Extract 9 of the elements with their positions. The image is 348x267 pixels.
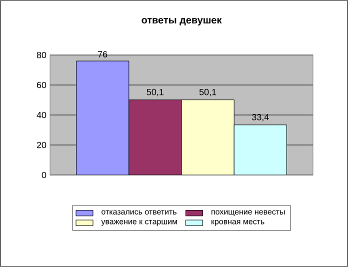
- y-tick-label: 0: [42, 172, 46, 178]
- data-label: 33,4: [252, 114, 269, 122]
- data-label: 50,1: [146, 88, 164, 96]
- y-tick-label: 60: [36, 82, 46, 88]
- y-tick-label: 40: [36, 112, 46, 118]
- chart-title: ответы девушек: [142, 18, 222, 26]
- data-label: 50,1: [199, 88, 216, 96]
- y-tick-label: 80: [36, 52, 46, 58]
- y-tick-label: 20: [36, 142, 46, 148]
